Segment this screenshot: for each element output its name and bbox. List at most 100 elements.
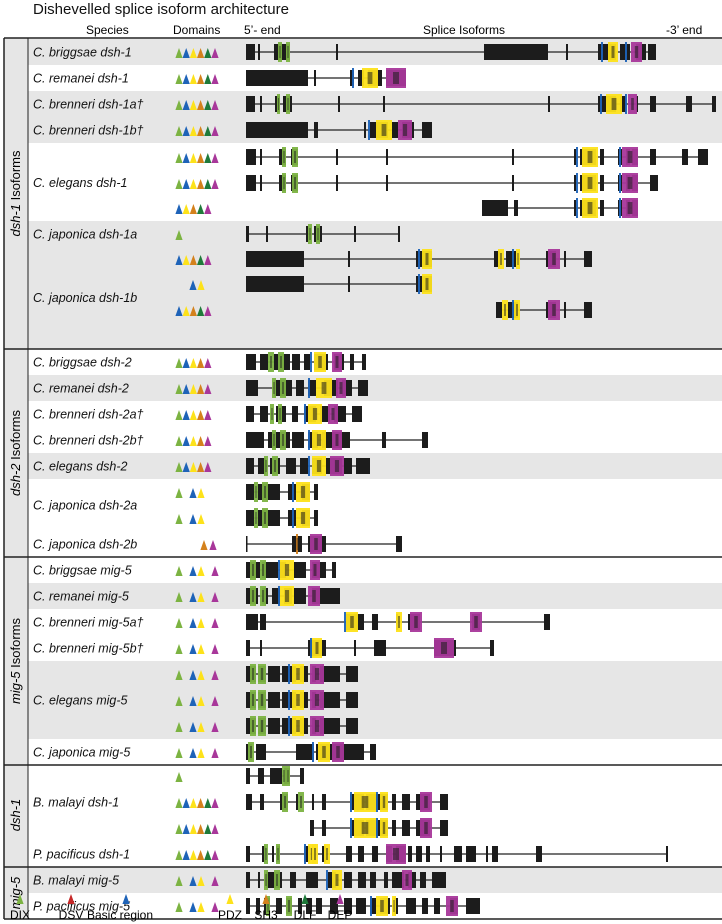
dix-triangle — [175, 824, 183, 834]
legend-item: Basic region — [87, 894, 153, 922]
exon-block — [300, 458, 308, 474]
isoform-row — [175, 508, 318, 528]
basic-region-triangle — [182, 798, 190, 808]
dix-triangle — [175, 410, 183, 420]
isoform-row — [175, 612, 550, 632]
exon-overlap — [314, 694, 320, 706]
dep-triangle — [211, 100, 219, 110]
exon-overlap — [287, 770, 289, 782]
exon-block — [490, 640, 494, 656]
exon-block — [422, 898, 428, 914]
isoform-row — [175, 638, 494, 658]
basic-region-domain-mark — [350, 818, 352, 838]
basic-region-triangle — [182, 179, 190, 189]
exon-block — [650, 175, 658, 191]
species-band — [28, 661, 722, 739]
exon-overlap — [382, 796, 386, 808]
isoform-row — [175, 818, 448, 838]
exon-block — [322, 820, 326, 836]
pdz-triangle — [189, 74, 197, 84]
exon-block — [514, 200, 518, 216]
species-label: C. brenneri dsh-2b† — [33, 434, 144, 448]
basic-region-domain-mark — [512, 249, 514, 269]
dep-triangle — [204, 306, 212, 316]
dsv-legend-icon — [67, 894, 75, 904]
basic-region-triangle — [182, 358, 190, 368]
exon-block — [276, 898, 282, 914]
dlf-triangle — [204, 850, 212, 860]
basic-region-domain-mark — [288, 716, 290, 736]
exon-overlap — [312, 408, 318, 420]
exon-block — [296, 744, 314, 760]
pdz-triangle — [189, 153, 197, 163]
domain-triangles — [175, 204, 212, 214]
exon-overlap — [273, 382, 275, 394]
basic-region-triangle — [182, 850, 190, 860]
exon-block — [386, 175, 388, 191]
isoform-row — [175, 716, 358, 736]
exon-overlap — [611, 46, 615, 58]
species-label: C. remanei dsh-1 — [33, 72, 129, 86]
exon-overlap — [336, 746, 340, 758]
exon-block — [294, 562, 306, 578]
dix-triangle — [175, 670, 183, 680]
exon-block — [258, 872, 260, 888]
basic-region-domain-mark — [619, 198, 621, 218]
exon-block — [246, 458, 254, 474]
exon-block — [266, 226, 268, 242]
basic-region-triangle — [182, 100, 190, 110]
dlf-legend-icon — [301, 894, 309, 904]
legend-item: DIX — [10, 894, 30, 922]
exon-block — [372, 614, 378, 630]
exon-block — [392, 794, 396, 810]
exon-block — [392, 820, 396, 836]
domain-triangles — [189, 280, 205, 290]
sh3-triangle — [197, 824, 205, 834]
exon-block — [246, 640, 250, 656]
basic-region-legend-icon — [122, 894, 130, 904]
exon-overlap — [315, 642, 319, 654]
exon-block — [382, 432, 386, 448]
exon-overlap — [334, 460, 340, 472]
exon-block — [406, 898, 416, 914]
basic-region-triangle — [182, 436, 190, 446]
exon-block — [486, 846, 488, 862]
exon-overlap — [262, 590, 264, 602]
exon-block — [440, 846, 442, 862]
basic-region-domain-mark — [312, 742, 314, 762]
pdz-triangle — [197, 566, 205, 576]
exon-block — [383, 96, 385, 112]
exon-overlap — [283, 177, 285, 189]
basic-region-domain-mark — [368, 120, 370, 140]
pdz-triangle — [189, 48, 197, 58]
dep-triangle — [211, 644, 219, 654]
exon-overlap — [631, 98, 634, 110]
dep-triangle — [204, 384, 212, 394]
exon-overlap — [313, 564, 317, 576]
sh3-triangle — [189, 204, 197, 214]
exon-block — [466, 898, 480, 914]
dep-triangle — [204, 255, 212, 265]
dix-triangle — [175, 618, 183, 628]
domain-triangles — [175, 410, 212, 420]
species-label: C. briggsae dsh-1 — [33, 46, 132, 60]
isoform-row — [175, 844, 668, 864]
domain-triangles — [175, 644, 219, 654]
group-label-suffix: Isoforms — [8, 410, 23, 464]
legend-label: PDZ — [218, 908, 242, 922]
group-label-cell — [4, 38, 28, 349]
exon-block — [682, 149, 688, 165]
isoform-row — [200, 534, 402, 554]
exon-block — [358, 872, 366, 888]
basic-region-triangle — [189, 696, 197, 706]
five-prime-header: 5’- end — [244, 23, 281, 37]
group-label: dsh-2 Isoforms — [8, 410, 23, 496]
dlf-triangle — [204, 153, 212, 163]
domain-triangles — [175, 592, 219, 602]
exon-overlap — [260, 694, 264, 706]
exon-block — [306, 872, 318, 888]
isoform-row — [189, 274, 432, 294]
domain-triangles — [175, 153, 219, 163]
exon-overlap — [318, 356, 322, 368]
exon-overlap — [627, 177, 633, 189]
